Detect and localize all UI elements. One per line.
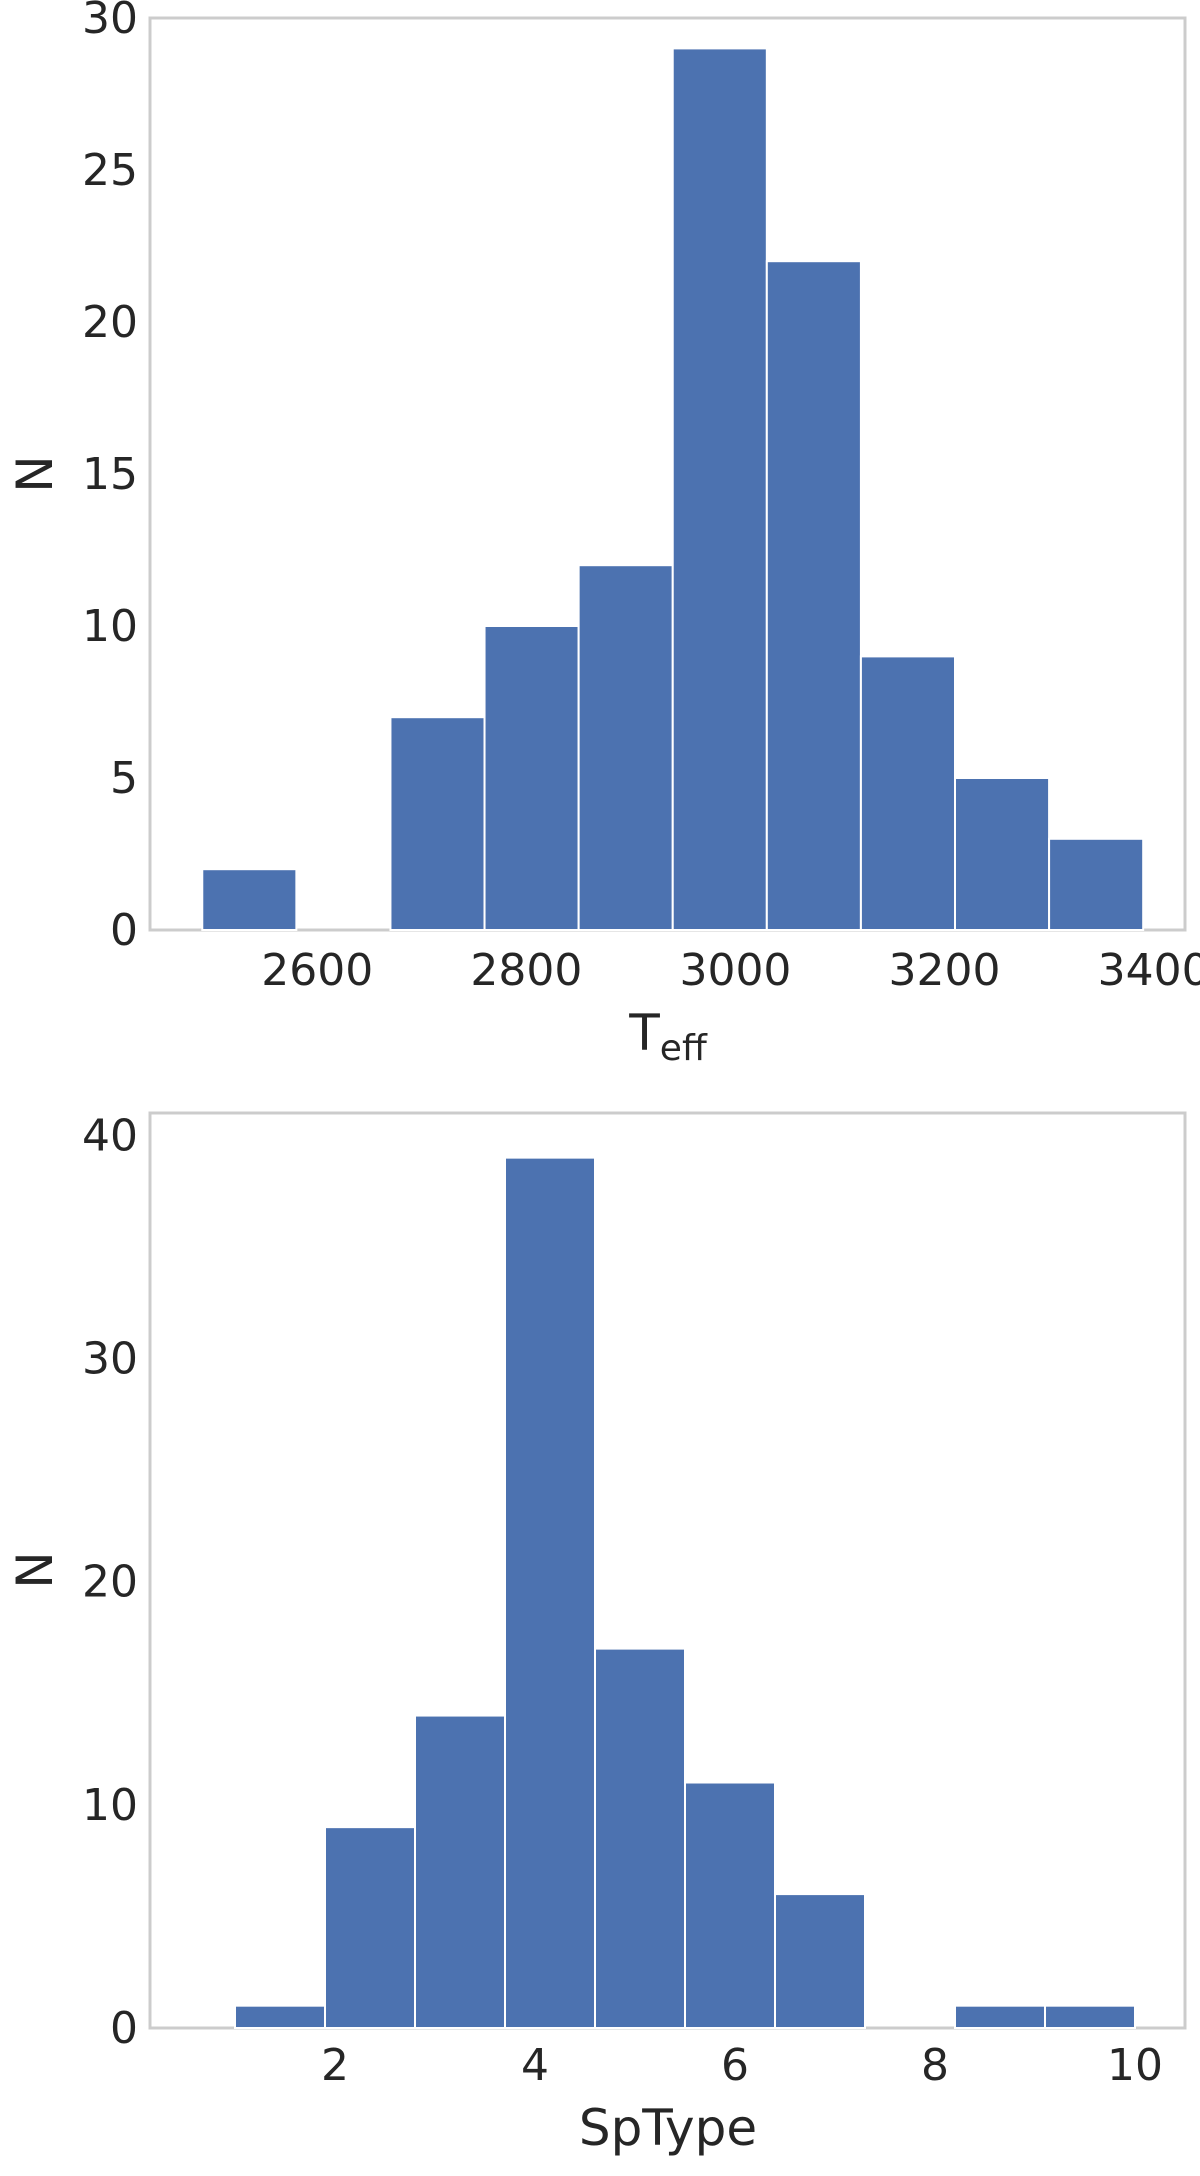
- teff-y-axis-label: N: [6, 455, 64, 492]
- sptype-bar: [234, 2004, 326, 2030]
- sptype-x-axis-label: SpType: [579, 2099, 757, 2157]
- teff-histogram: 0 5 10 15 20 25 30 2600 2800 3000 3200 3400 N Teff: [6, 0, 1200, 1069]
- teff-x-axis-label: Teff: [628, 1004, 708, 1069]
- sptype-x-tick-label: 6: [721, 2040, 749, 2091]
- teff-y-ticks: 0 5 10 15 20 25 30: [82, 0, 138, 956]
- sptype-y-tick-label: 20: [82, 1557, 138, 1608]
- teff-bar: [577, 564, 674, 931]
- teff-y-tick-label: 30: [82, 0, 138, 44]
- teff-bars: [201, 47, 1145, 932]
- sptype-bar: [774, 1893, 866, 2029]
- teff-x-tick-label: 3200: [889, 945, 1001, 996]
- sptype-y-ticks: 0 10 20 30 40: [82, 1110, 138, 2054]
- teff-bar: [483, 625, 580, 931]
- sptype-y-tick-label: 30: [82, 1333, 138, 1384]
- sptype-bar: [324, 1826, 416, 2030]
- sptype-bar: [684, 1781, 776, 2030]
- teff-y-tick-label: 20: [82, 297, 138, 348]
- sptype-x-tick-label: 4: [521, 2040, 549, 2091]
- teff-y-tick-label: 0: [110, 905, 138, 956]
- sptype-bar: [504, 1156, 596, 2029]
- sptype-y-tick-label: 0: [110, 2003, 138, 2054]
- sptype-bar: [594, 1647, 686, 2029]
- sptype-x-tick-label: 10: [1107, 2040, 1163, 2091]
- teff-bar: [389, 716, 486, 932]
- teff-y-tick-label: 10: [82, 601, 138, 652]
- teff-x-tick-label: 3000: [679, 945, 791, 996]
- sptype-y-axis-label: N: [6, 1551, 64, 1588]
- teff-bar: [671, 47, 768, 931]
- sptype-x-ticks: 2 4 6 8 10: [321, 2040, 1163, 2091]
- sptype-x-tick-label: 8: [921, 2040, 949, 2091]
- teff-x-ticks: 2600 2800 3000 3200 3400: [261, 945, 1200, 996]
- sptype-bar: [954, 2004, 1046, 2030]
- teff-x-tick-label: 3400: [1098, 945, 1200, 996]
- teff-y-tick-label: 15: [82, 449, 138, 500]
- sptype-bar: [414, 1714, 506, 2030]
- sptype-histogram: 0 10 20 30 40 2 4 6 8 10 N SpType: [6, 1110, 1187, 2157]
- teff-y-tick-label: 5: [110, 753, 138, 804]
- teff-bar: [765, 260, 862, 931]
- sptype-y-tick-label: 40: [82, 1110, 138, 1161]
- teff-y-tick-label: 25: [82, 145, 138, 196]
- sptype-y-tick-label: 10: [82, 1780, 138, 1831]
- teff-bar: [859, 655, 957, 932]
- sptype-x-tick-label: 2: [321, 2040, 349, 2091]
- teff-x-tick-label: 2800: [470, 945, 582, 996]
- teff-bar: [201, 868, 298, 932]
- teff-bar: [1048, 837, 1145, 931]
- sptype-bar: [1044, 2004, 1136, 2030]
- teff-bar: [954, 777, 1051, 931]
- teff-x-tick-label: 2600: [261, 945, 373, 996]
- sptype-bars: [234, 1156, 1136, 2030]
